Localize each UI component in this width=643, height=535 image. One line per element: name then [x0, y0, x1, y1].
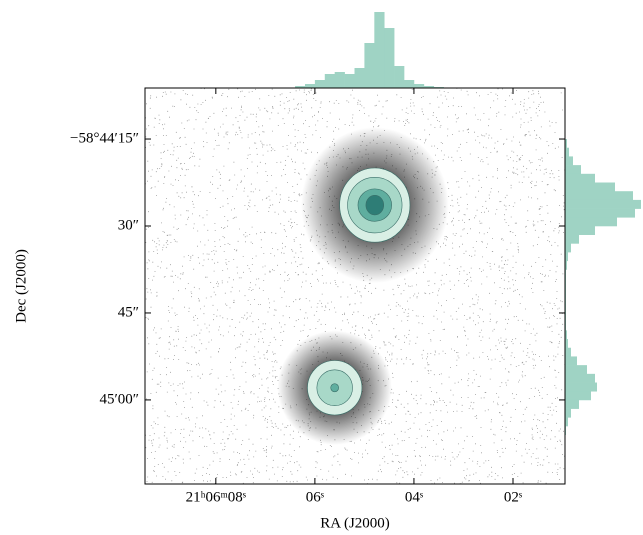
y-tick-label: 30″	[118, 217, 139, 233]
contour	[366, 195, 384, 215]
x-hist-bar	[414, 84, 424, 88]
y-hist-bar	[565, 348, 571, 357]
x-hist-bar	[325, 74, 335, 88]
y-hist-bar	[565, 165, 581, 174]
y-hist-bar	[565, 356, 577, 365]
y-hist-bar	[565, 409, 571, 418]
x-hist-bar	[315, 80, 325, 88]
y-hist-bar	[565, 217, 617, 226]
y-hist-bar	[565, 235, 579, 244]
x-tick-label: 04ˢ	[405, 489, 423, 505]
x-tick-label: 06ˢ	[306, 489, 324, 505]
y-hist-bar	[565, 156, 573, 165]
y-tick-label: 45′00″	[99, 391, 139, 407]
y-hist-bar	[565, 148, 569, 157]
x-hist-bar	[335, 72, 345, 88]
y-hist-bar	[565, 243, 571, 252]
x-hist-bar	[404, 80, 414, 88]
x-hist-bar	[364, 43, 374, 88]
x-tick-label: 21ʰ06ᵐ08ˢ	[186, 489, 246, 505]
x-hist-bar	[374, 12, 384, 88]
x-hist-bar	[384, 28, 394, 88]
x-hist-bar	[345, 74, 355, 88]
y-hist-bar	[565, 200, 641, 209]
y-hist-bar	[565, 383, 597, 392]
y-hist-bar	[565, 374, 595, 383]
y-tick-label: −58°44′15″	[70, 130, 139, 146]
y-hist-bar	[565, 174, 595, 183]
y-hist-bar	[565, 183, 615, 192]
x-tick-label: 02ˢ	[504, 489, 522, 505]
y-hist-bar	[565, 191, 633, 200]
chart: RA (J2000) Dec (J2000) 21ʰ06ᵐ08ˢ 06ˢ 04ˢ 02…	[0, 0, 643, 535]
y-hist-bar	[565, 209, 635, 218]
contour	[331, 384, 339, 392]
y-hist-bar	[565, 400, 579, 409]
y-hist-bar	[565, 365, 587, 374]
y-hist-bar	[565, 226, 595, 235]
x-hist-bar	[305, 84, 315, 88]
x-hist-bar	[355, 68, 365, 88]
x-axis-label: RA (J2000)	[320, 515, 390, 531]
y-hist-bar	[565, 391, 591, 400]
x-hist-bar	[394, 66, 404, 88]
y-axis-label: Dec (J2000)	[13, 249, 29, 323]
y-tick-label: 45″	[118, 304, 139, 320]
